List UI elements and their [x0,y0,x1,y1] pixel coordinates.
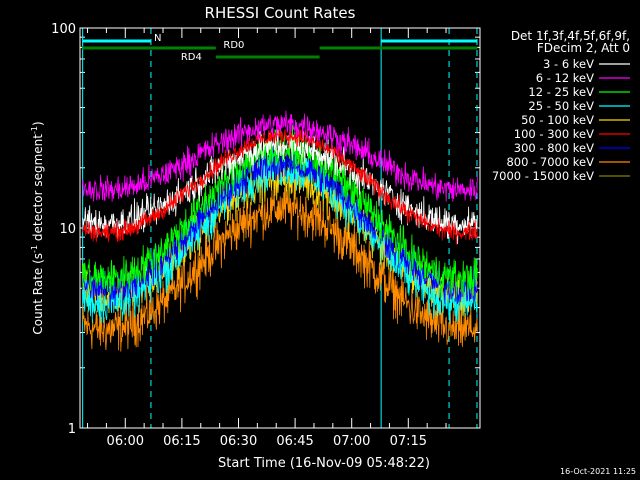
axes-layer: 06:00 06:15 06:30 06:45 07:00 07:15 1 10 100 [51,22,480,449]
x-tick-label: 07:00 [333,434,370,449]
series-line [82,144,478,308]
annotation-bars: N RD0 RD4 [82,33,478,63]
y-tick-label: 1 [68,422,76,437]
x-axis-label: Start Time (16-Nov-09 05:48:22) [218,456,430,471]
vertical-markers [82,28,478,428]
legend-entry-label: 800 - 7000 keV [506,155,594,169]
y-axis-label: Count Rate (s-1 detector segment-1) [30,121,45,334]
legend-entry-label: 12 - 25 keV [528,85,594,99]
legend-entry-label: 7000 - 15000 keV [492,169,594,183]
x-tick-label: 06:00 [107,434,144,449]
legend-entry-label: 3 - 6 keV [543,57,594,71]
annotation-bar-label: RD0 [223,40,244,51]
x-tick-label: 06:45 [276,434,313,449]
chart-title: RHESSI Count Rates [205,4,356,22]
legend: Det 1f,3f,4f,5f,6f,9f,FDecim 2, Att 0 3 -… [492,29,630,183]
annotation-bar-label: N [154,33,161,44]
x-tick-label: 07:15 [390,434,427,449]
legend-entry-label: 100 - 300 keV [514,127,594,141]
x-tick-label: 06:30 [220,434,257,449]
series-line [82,125,478,245]
timestamp: 16-Oct-2021 11:25 [560,467,636,476]
y-tick-label: 100 [51,22,76,37]
y-tick-label: 10 [59,222,76,237]
legend-entry-label: 6 - 12 keV [536,71,594,85]
annotation-bar-label: RD4 [181,52,202,63]
series-line [82,110,478,202]
legend-header-line: FDecim 2, Att 0 [537,41,630,55]
series-line [82,181,478,352]
legend-entry-label: 25 - 50 keV [528,99,594,113]
series-line [82,124,478,297]
legend-entry-label: 50 - 100 keV [521,113,594,127]
x-tick-label: 06:15 [163,434,200,449]
series-line [82,129,478,245]
legend-header-line: Det 1f,3f,4f,5f,6f,9f, [511,29,630,43]
legend-entry-label: 300 - 800 keV [514,141,594,155]
series-layer [82,110,478,352]
plot-frame [79,27,481,429]
